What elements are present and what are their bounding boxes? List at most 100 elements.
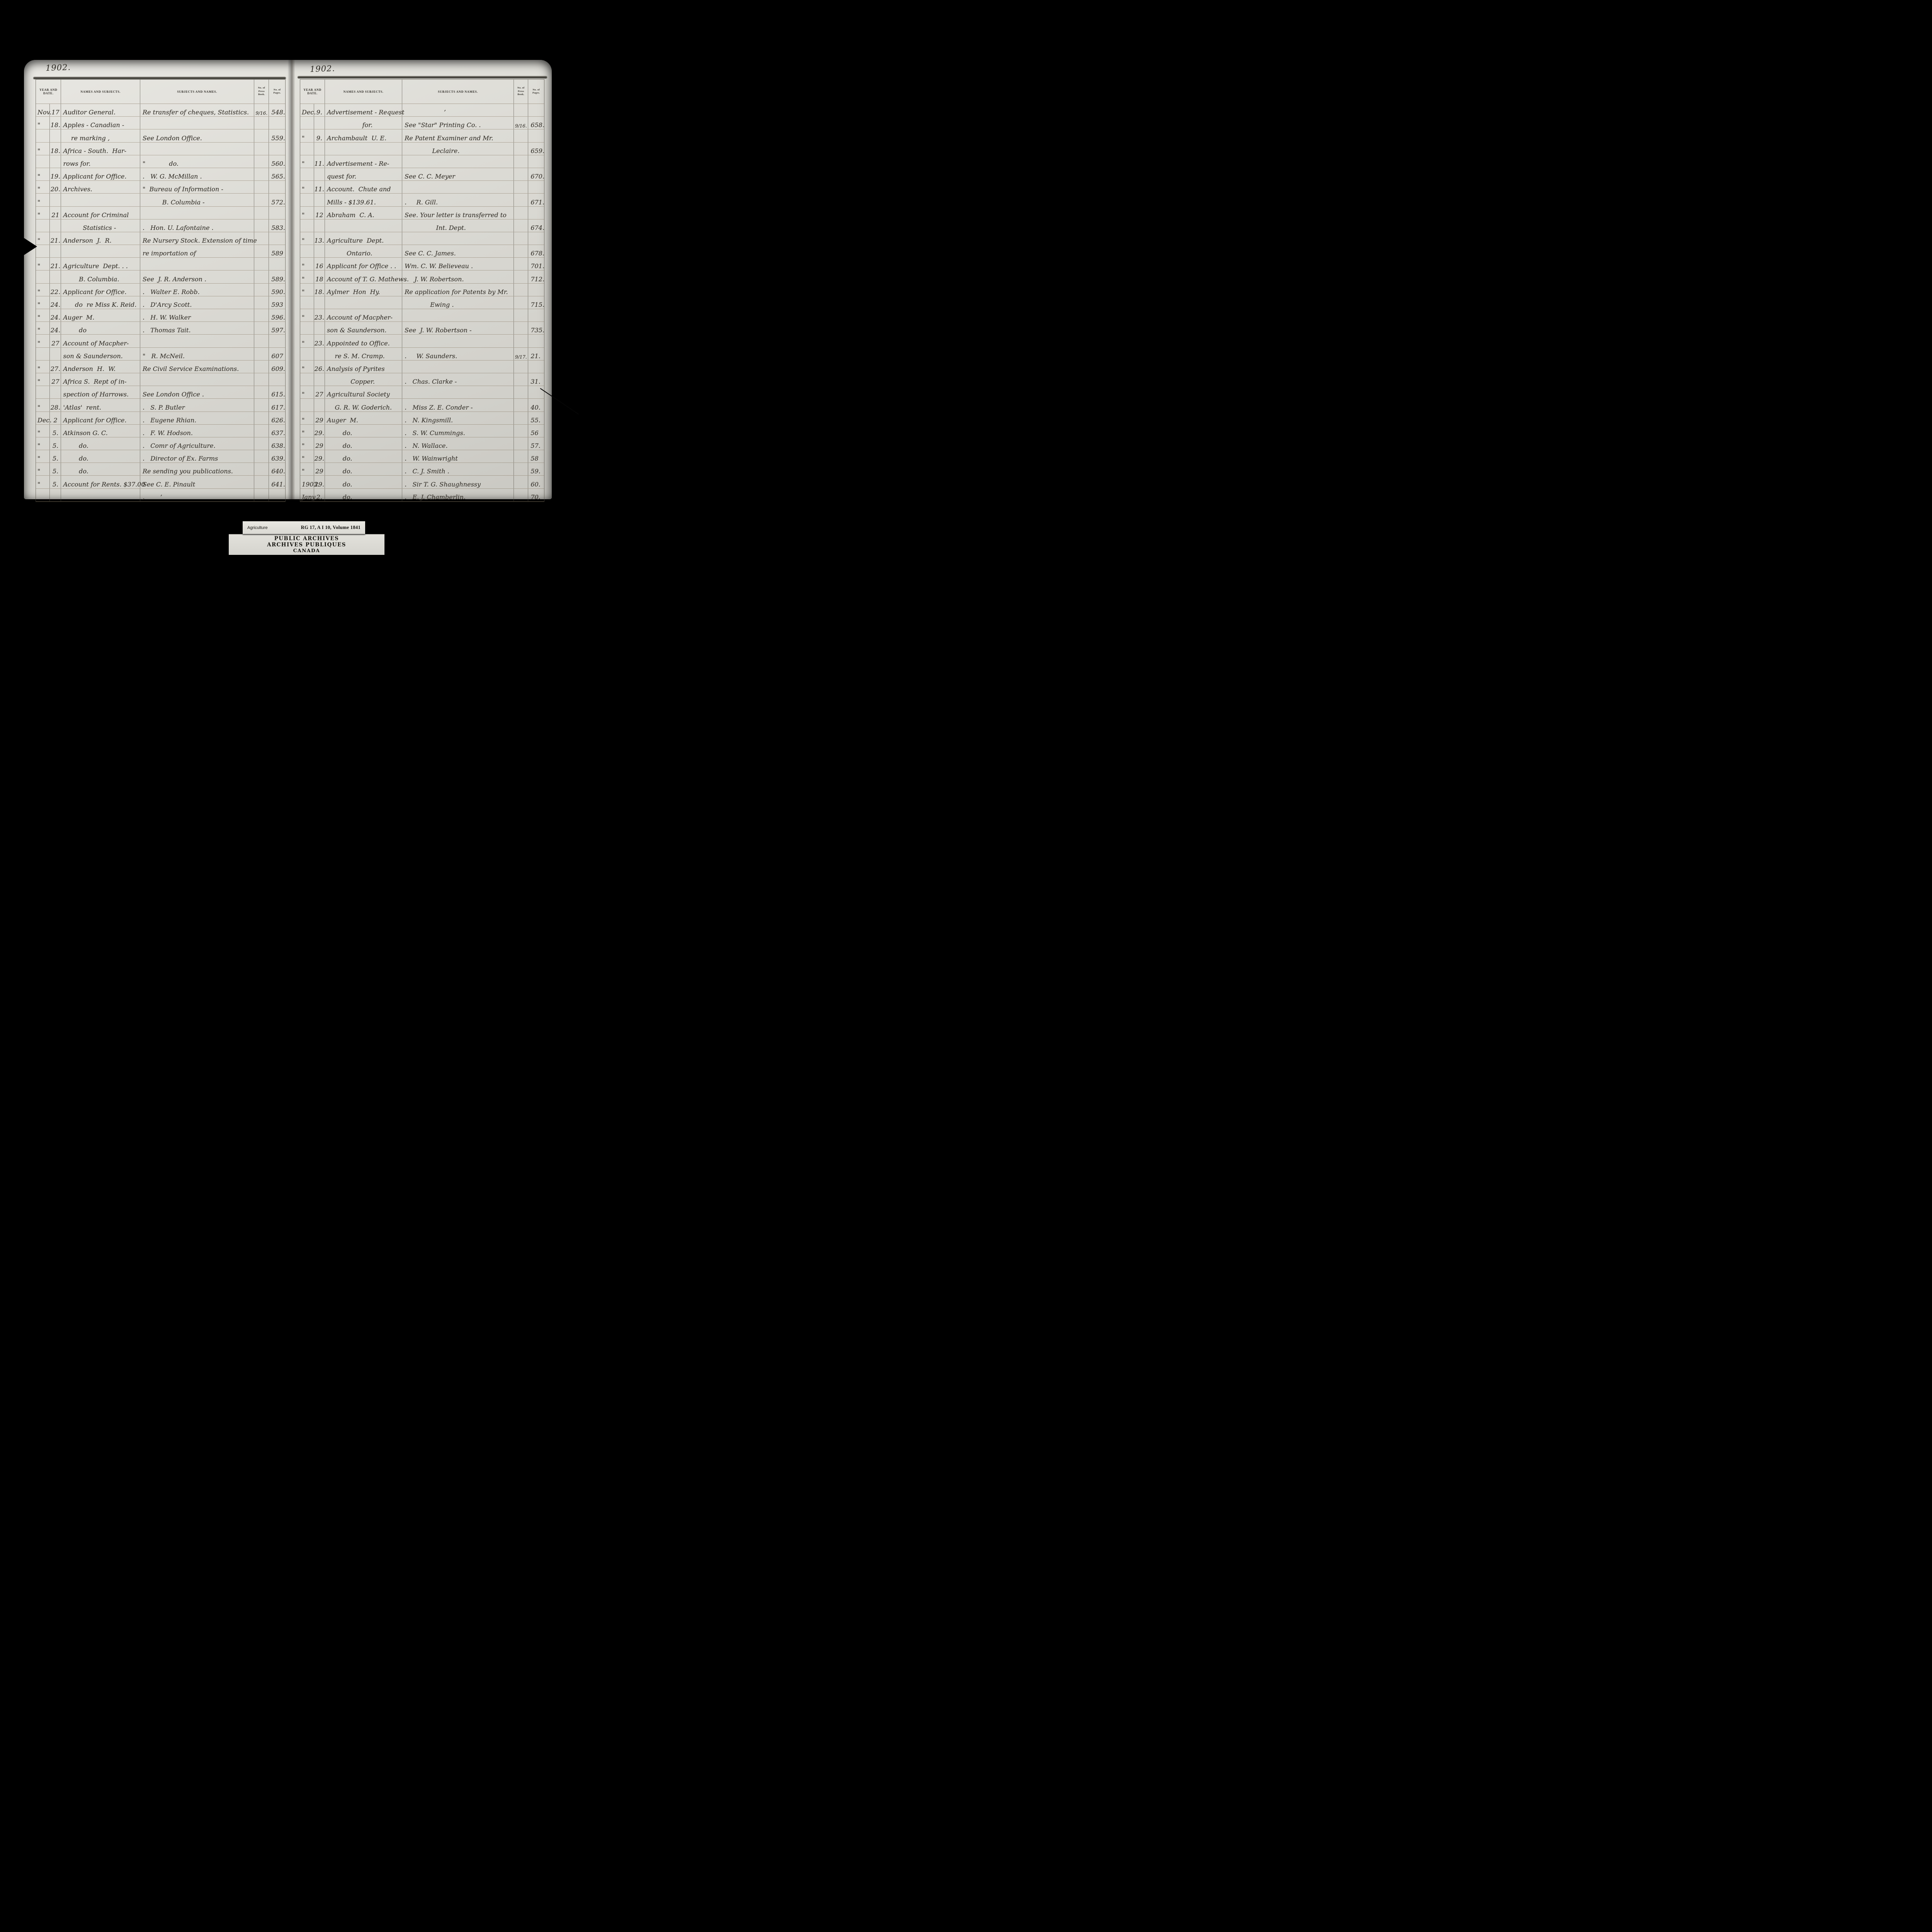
- cell-press-book-no: [254, 322, 269, 335]
- cell-page-no: 59.: [528, 463, 544, 476]
- cell-name-subject: do: [61, 322, 139, 335]
- cell-month: ": [302, 160, 305, 167]
- cell-press-book-no: [514, 194, 528, 206]
- cell-subject-name: , ’: [139, 488, 254, 501]
- cell-month: 1903.: [302, 480, 320, 488]
- cell-subject-name: Re Civil Service Examinations.: [139, 360, 254, 373]
- cell-name-subject: Copper.: [325, 373, 402, 386]
- cell-day: 18.: [49, 142, 61, 155]
- cell-month: ": [302, 442, 305, 450]
- cell-name-subject: son & Saunderson.: [61, 347, 139, 360]
- ledger-row: son & Saunderson. " R. McNeil. 607: [36, 347, 285, 361]
- cell-press-book-no: 9/16.: [254, 104, 269, 117]
- cell-month: Jany: [302, 493, 316, 501]
- cell-name-subject: Applicant for Office.: [61, 283, 139, 296]
- cell-page-no: [269, 206, 285, 219]
- cell-day: 19.: [49, 168, 61, 181]
- cell-month: ": [37, 403, 41, 411]
- cell-press-book-no: [254, 296, 269, 309]
- cell-press-book-no: [254, 168, 269, 181]
- cell-month: [36, 386, 49, 398]
- cell-page-no: 596.: [269, 309, 285, 322]
- cell-name-subject: rows for.: [61, 155, 139, 168]
- ledger-row: " 26. Analysis of Pyrites: [300, 360, 544, 373]
- cell-name-subject: Auger M.: [61, 309, 139, 322]
- cell-page-no: 615.: [269, 386, 285, 399]
- cell-day: 24.: [49, 296, 61, 309]
- cell-page-no: 617.: [269, 399, 285, 412]
- ledger-row: " 18 Account of T. G. Mathews. . J. W. R…: [300, 270, 544, 284]
- column-header-names: NAMES AND SUBJECTS.: [61, 80, 139, 104]
- cell-subject-name: [139, 117, 254, 129]
- cell-name-subject: Abraham C. A.: [325, 206, 402, 219]
- cell-subject-name: . E. J. Chamberlin.: [402, 488, 514, 501]
- cell-subject-name: . C. J. Smith .: [402, 463, 514, 476]
- cell-page-no: 597.: [269, 322, 285, 335]
- table-header-right: YEAR AND DATE. NAMES AND SUBJECTS. SUBJE…: [300, 80, 544, 104]
- cell-month: ": [37, 262, 41, 270]
- cell-subject-name: . Director of Ex. Farms: [139, 450, 254, 463]
- cell-month: ": [37, 429, 41, 437]
- cell-month: [300, 143, 314, 155]
- cell-day: [313, 399, 325, 412]
- cell-press-book-no: [514, 360, 528, 373]
- cell-page-no: 70.: [528, 488, 544, 501]
- cell-name-subject: Applicant for Office.: [61, 168, 139, 181]
- cell-subject-name: See "Star" Printing Co. .: [402, 117, 514, 129]
- cell-page-no: 639.: [269, 450, 285, 463]
- ledger-row: quest for. See C. C. Meyer 670.: [300, 168, 544, 181]
- cell-page-no: 31.: [528, 373, 544, 386]
- page-gutter-shadow: [287, 60, 295, 499]
- cell-day: 18.: [313, 283, 325, 296]
- cell-month: ": [37, 121, 41, 129]
- cell-subject-name: [139, 258, 254, 270]
- cell-subject-name: Re application for Patents by Mr.: [402, 283, 514, 296]
- cell-subject-name: " do.: [139, 155, 254, 168]
- cell-subject-name: . F. W. Hodson.: [139, 424, 254, 437]
- ledger-row: B. Columbia. See J. R. Anderson . 589.: [36, 270, 285, 284]
- cell-subject-name: . R. Gill.: [402, 194, 514, 206]
- cell-subject-name: [402, 386, 514, 399]
- cell-name-subject: Archambault U. E.: [325, 129, 402, 142]
- ledger-row: Dec. 9. Advertisement - Request ’: [300, 104, 544, 117]
- ledger-row: 1903. 29. do. . Sir T. G. Shaughnessy 60…: [300, 476, 544, 489]
- cell-month: [300, 194, 314, 206]
- cell-press-book-no: [514, 476, 528, 488]
- cell-month: ": [302, 339, 305, 347]
- scan-viewport: 1902. 1902. YEAR AND DATE. NAMES AND SUB…: [0, 0, 584, 566]
- cell-month: ": [37, 237, 41, 245]
- cell-day: 29: [313, 412, 325, 424]
- cell-page-no: 637.: [269, 424, 285, 437]
- cell-day: 29.: [313, 424, 325, 437]
- ledger-row: " 28. 'Atlas' rent. . S. P. Butler 617.: [36, 399, 285, 412]
- cell-day: 11.: [313, 155, 325, 168]
- cell-subject-name: [139, 206, 254, 219]
- ledger-row: " 24. Auger M. . H. W. Walker 596.: [36, 309, 285, 322]
- cell-name-subject: Account for Rents. $37.00: [61, 476, 145, 488]
- ledger-row: G. R. W. Goderich. . Miss Z. E. Conder -…: [300, 399, 544, 412]
- cell-name-subject: Account of Macpher-: [325, 309, 402, 322]
- cell-press-book-no: [514, 129, 528, 142]
- cell-name-subject: [325, 219, 402, 232]
- ledger-row: " 27 Africa S. Rept of in-: [36, 373, 285, 386]
- cell-name-subject: Account of Macpher-: [61, 335, 139, 347]
- cell-page-no: 638.: [269, 437, 285, 450]
- cell-day: [49, 194, 61, 206]
- cell-day: 29.: [313, 476, 325, 488]
- cell-subject-name: . W. Wainwright: [402, 450, 514, 463]
- cell-name-subject: re S. M. Cramp.: [325, 347, 402, 360]
- cell-name-subject: Account of T. G. Mathews.: [325, 270, 409, 283]
- archive-subject-label: Agriculture: [247, 525, 268, 530]
- cell-press-book-no: [514, 322, 528, 335]
- cell-day: [49, 347, 61, 360]
- cell-subject-name: . N. Wallace.: [402, 437, 514, 450]
- cell-day: 23.: [313, 309, 325, 322]
- cell-page-no: 701.: [528, 258, 544, 270]
- cell-day: [49, 386, 61, 399]
- cell-subject-name: Re Patent Examiner and Mr.: [402, 129, 514, 142]
- cell-press-book-no: [514, 181, 528, 194]
- ledger-row: Copper. . Chas. Clarke - 31.: [300, 373, 544, 386]
- cell-press-book-no: [514, 335, 528, 347]
- cell-day: 20.: [49, 181, 61, 194]
- column-header-year-date: YEAR AND DATE.: [303, 88, 321, 95]
